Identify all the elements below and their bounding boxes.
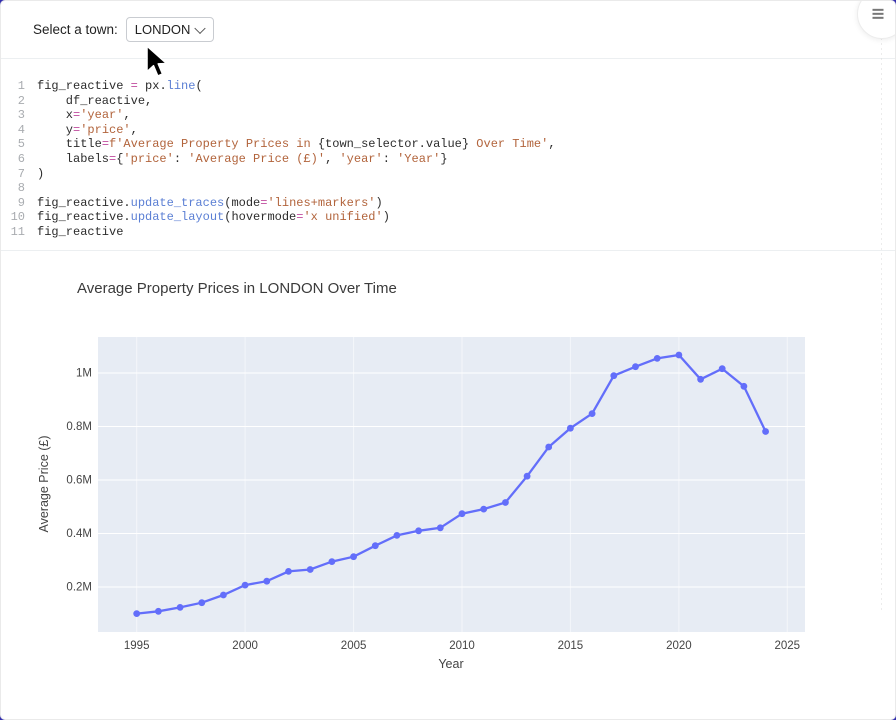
svg-text:0.8M: 0.8M [66,421,92,433]
svg-text:0.2M: 0.2M [66,582,92,594]
svg-text:2015: 2015 [558,640,584,652]
svg-text:2000: 2000 [232,640,258,652]
svg-text:2025: 2025 [775,640,801,652]
svg-text:Average Price (£): Average Price (£) [37,436,51,533]
svg-text:0.6M: 0.6M [66,475,92,487]
svg-text:2005: 2005 [341,640,367,652]
svg-text:1M: 1M [76,368,92,380]
svg-text:Year: Year [438,657,463,668]
svg-text:2020: 2020 [666,640,692,652]
svg-text:0.4M: 0.4M [66,528,92,540]
svg-text:1995: 1995 [124,640,150,652]
svg-text:2010: 2010 [449,640,475,652]
